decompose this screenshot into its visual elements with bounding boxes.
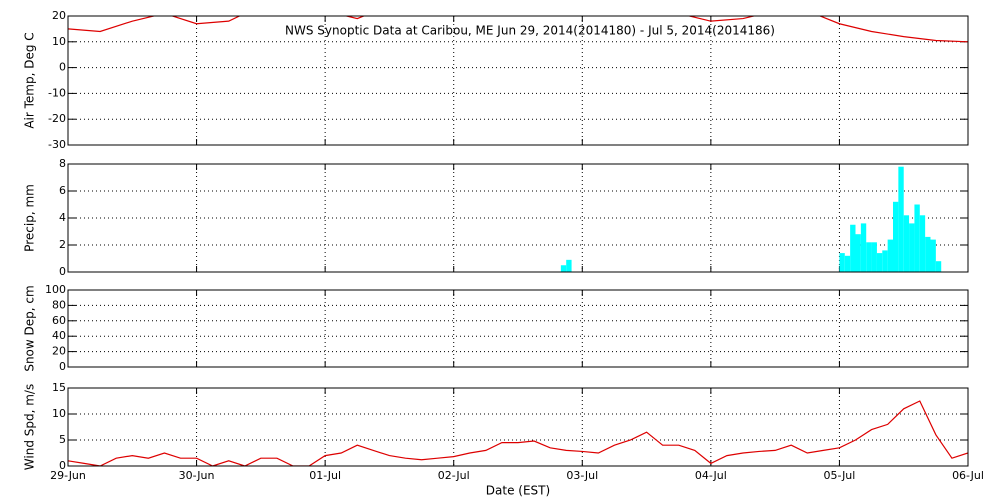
bar	[887, 239, 893, 272]
bar	[844, 255, 851, 272]
y-tick-label: -20	[48, 112, 66, 125]
y-tick-label: 80	[52, 298, 66, 311]
y-tick-label: 60	[52, 314, 66, 327]
frame	[67, 163, 969, 273]
y-axis-label: Snow Dep, cm	[23, 285, 37, 371]
x-tick-label: 06-Jul	[952, 469, 984, 482]
bar	[909, 223, 915, 272]
x-tick-label: 04-Jul	[695, 469, 727, 482]
line	[68, 400, 968, 466]
y-tick-label: 20	[52, 345, 66, 358]
x-tick-label: 05-Jul	[823, 469, 855, 482]
plot-area	[68, 16, 968, 43]
y-axis-label: Wind Spd, m/s	[23, 384, 37, 470]
bar	[566, 259, 572, 272]
y-tick-label: 15	[52, 381, 66, 394]
x-tick-label: 03-Jul	[566, 469, 598, 482]
bar	[898, 166, 904, 272]
bar	[560, 265, 567, 272]
bar	[914, 204, 920, 272]
bar	[860, 223, 867, 272]
y-tick-label: -30	[48, 138, 66, 151]
y-tick-label: 100	[45, 283, 66, 296]
bar	[866, 242, 872, 272]
bar	[882, 250, 888, 272]
bar	[903, 215, 910, 272]
bar	[930, 239, 936, 272]
bar	[925, 236, 931, 272]
y-tick-label: -10	[48, 86, 66, 99]
y-tick-label: 6	[59, 184, 66, 197]
bar	[871, 242, 877, 272]
y-tick-label: 4	[59, 211, 66, 224]
x-tick-label: 02-Jul	[438, 469, 470, 482]
y-tick-label: 10	[52, 35, 66, 48]
y-tick-label: 0	[59, 459, 66, 472]
chart-title: NWS Synoptic Data at Caribou, ME Jun 29,…	[285, 24, 775, 38]
frame	[67, 289, 969, 368]
y-axis-label: Precip, mm	[23, 184, 37, 252]
y-tick-label: 0	[59, 360, 66, 373]
plot-area	[560, 166, 942, 272]
bar	[850, 224, 856, 272]
y-tick-label: 40	[52, 329, 66, 342]
x-axis-label: Date (EST)	[486, 484, 550, 498]
bar	[855, 234, 861, 272]
y-tick-label: 5	[59, 433, 66, 446]
y-tick-label: 8	[59, 157, 66, 170]
bar	[919, 215, 926, 272]
bar	[876, 253, 883, 272]
y-tick-label: 20	[52, 9, 66, 22]
bar	[893, 201, 899, 272]
frame	[67, 15, 969, 146]
x-tick-label: 01-Jul	[309, 469, 341, 482]
bar	[839, 253, 845, 272]
y-tick-label: 2	[59, 238, 66, 251]
plot-area	[68, 400, 968, 466]
x-tick-label: 29-Jun	[50, 469, 86, 482]
y-axis-label: Air Temp, Deg C	[23, 32, 37, 128]
x-tick-label: 30-Jun	[179, 469, 215, 482]
bar	[935, 261, 942, 272]
y-tick-label: 10	[52, 407, 66, 420]
frame	[67, 387, 969, 467]
y-tick-label: 0	[59, 61, 66, 74]
line	[68, 16, 968, 43]
y-tick-label: 0	[59, 265, 66, 278]
